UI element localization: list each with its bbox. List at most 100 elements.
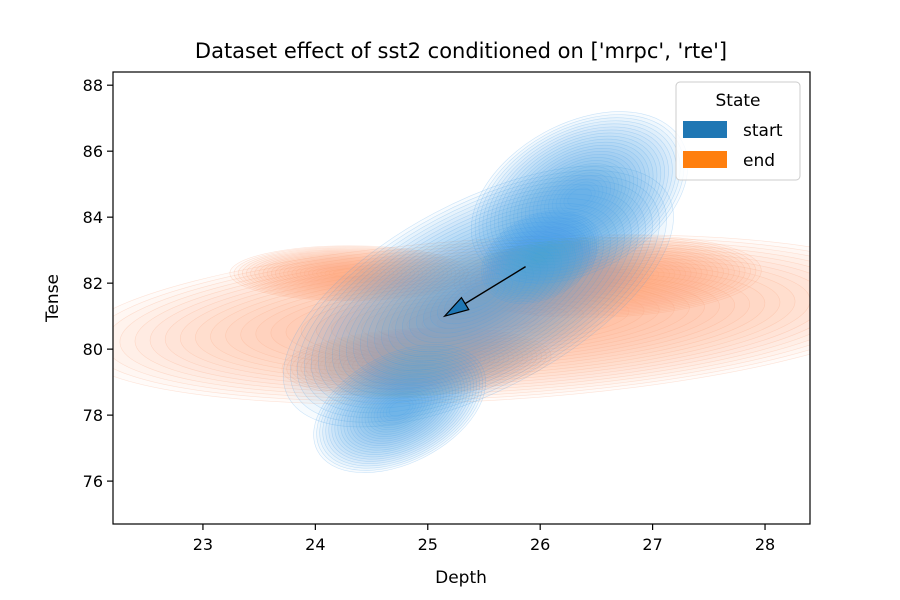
density-contour-start: [559, 181, 600, 214]
density-contour-end: [577, 268, 638, 285]
density-contour-start: [501, 225, 579, 288]
density-contour-start: [523, 243, 557, 271]
density-contour-start: [358, 377, 441, 440]
density-contour-end: [352, 345, 481, 380]
density-contour-end: [254, 251, 444, 296]
arrow-shaft: [464, 266, 526, 305]
density-contour-start: [388, 235, 569, 357]
density-contours: [113, 111, 810, 473]
density-contour-end: [246, 249, 453, 298]
density-contour-start: [373, 389, 426, 428]
density-contour-end: [241, 248, 457, 299]
density-contour-start: [482, 120, 677, 275]
density-contour-start: [563, 184, 596, 211]
density-contour-end: [496, 246, 719, 307]
density-contour-end: [308, 263, 391, 283]
legend-swatch-end: [683, 151, 727, 168]
density-contour-end: [258, 252, 440, 295]
density-contour-end: [459, 236, 757, 317]
density-contour-end: [134, 246, 810, 393]
density-contour-start: [334, 359, 465, 458]
density-contour-start: [517, 238, 563, 275]
x-axis-label: Depth: [435, 568, 487, 588]
density-contour-end: [270, 254, 428, 292]
density-contour-start: [511, 233, 569, 280]
density-contour-start: [489, 216, 592, 298]
density-contour-end: [507, 249, 708, 304]
density-contour-start: [409, 249, 548, 343]
density-contour-end: [486, 243, 730, 310]
y-tick-label: 78: [83, 406, 103, 425]
density-contour-end: [113, 240, 810, 399]
density-contour-end: [370, 350, 463, 375]
density-contour-start: [388, 400, 411, 417]
density-contour-end: [319, 337, 514, 388]
density-contour-end: [330, 286, 660, 353]
density-contour-start: [490, 126, 669, 269]
density-contour-start: [524, 154, 635, 241]
density-contour-start: [352, 373, 447, 444]
density-contour-end: [300, 280, 690, 359]
density-contour-start: [493, 219, 588, 295]
density-contour-end: [295, 260, 403, 286]
density-contour-end: [285, 277, 705, 362]
density-contour-start: [487, 214, 594, 299]
density-contour-start: [325, 353, 474, 464]
density-contour-start: [282, 165, 674, 428]
density-contour-end: [300, 332, 533, 393]
density-contour-end: [375, 351, 458, 374]
density-contour-end: [583, 269, 633, 284]
density-contour-end: [179, 255, 810, 384]
density-contour-end: [266, 254, 432, 293]
density-contour-start: [497, 132, 662, 263]
legend-label-end: end: [743, 151, 775, 171]
density-contour-end: [320, 266, 378, 281]
density-contour-end: [518, 252, 697, 301]
density-contour-end: [316, 265, 382, 282]
density-contour-end: [149, 249, 810, 390]
density-contour-end: [567, 265, 649, 288]
density-contour-end: [255, 270, 735, 368]
density-contour-start: [322, 350, 477, 467]
density-contour-start: [540, 166, 619, 229]
density-contour-start: [503, 227, 577, 287]
x-tick-label: 23: [193, 535, 213, 554]
density-contour-start: [385, 398, 414, 419]
density-contour-start: [497, 222, 583, 291]
density-contour-end: [250, 250, 448, 297]
density-contour-start: [536, 163, 623, 232]
density-contour-end: [315, 283, 675, 356]
density-contour-end: [561, 264, 654, 290]
density-contour-start: [491, 217, 590, 296]
chart-title: Dataset effect of sst2 conditioned on ['…: [195, 39, 727, 63]
density-contour-end: [195, 258, 796, 381]
density-contour-end: [309, 334, 524, 390]
density-contour-start: [548, 172, 611, 223]
density-contour-start: [499, 224, 581, 290]
density-contour-start: [296, 174, 660, 418]
x-tick-label: 25: [418, 535, 438, 554]
density-contour-end: [342, 343, 491, 382]
arrow-head: [442, 296, 470, 318]
density-contour-start: [317, 188, 639, 404]
density-contour-end: [588, 271, 627, 282]
y-tick-label: 88: [83, 76, 103, 95]
y-tick-label: 82: [83, 274, 103, 293]
plot-frame: [112, 71, 811, 525]
density-contour-end: [233, 246, 465, 301]
density-contour-start: [303, 179, 653, 414]
density-contour-end: [225, 264, 766, 375]
density-contour-end: [303, 262, 395, 284]
density-contour-end: [328, 339, 505, 386]
density-contour-end: [119, 243, 810, 396]
density-contour-end: [380, 352, 453, 372]
density-contour-end: [295, 331, 538, 394]
density-contour-start: [416, 254, 541, 339]
density-contour-end: [534, 256, 681, 297]
legend-swatch-start: [683, 121, 727, 138]
density-contour-end: [291, 259, 407, 287]
density-contour-end: [356, 346, 477, 378]
density-contour-start: [509, 232, 571, 282]
density-contour-end: [262, 253, 436, 294]
